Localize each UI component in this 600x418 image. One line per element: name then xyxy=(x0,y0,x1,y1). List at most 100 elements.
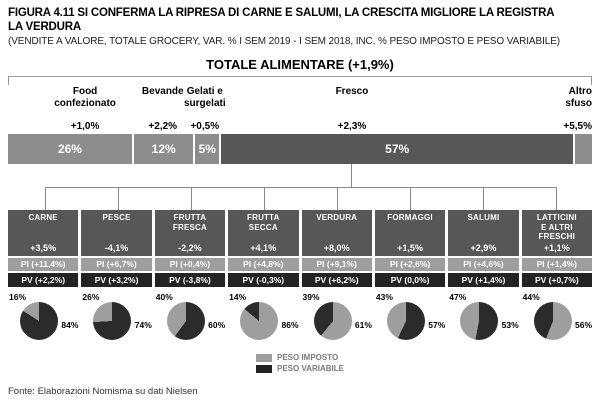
legend-peso-imposto-label: PESO IMPOSTO xyxy=(277,353,339,363)
connector-drop-salumi xyxy=(482,187,484,211)
pie-cell-formaggi: 43% 57% xyxy=(375,292,445,350)
pie-grid: 16% 84% 26% 74% 40% 60% 14% 86% 39% 61% … xyxy=(8,292,592,350)
bar-segment-bevande: 12% xyxy=(133,134,194,165)
connector-drop-verdura xyxy=(336,187,338,211)
pie-minor-share-label: 44% xyxy=(522,292,540,303)
connector-drop-frutta-fresca xyxy=(190,187,192,211)
legend-row-peso-variabile: PESO VARIABILE xyxy=(256,364,344,373)
category-name: VERDURA xyxy=(316,213,358,223)
legend-peso-variabile-label: PESO VARIABILE xyxy=(277,364,344,374)
pie-minor-share-label: 14% xyxy=(229,292,247,303)
pie-cell-frutta-secca: 14% 86% xyxy=(228,292,299,350)
peso-variabile-row: PV (+1,4%) xyxy=(448,273,519,288)
pie-minor-share-label: 16% xyxy=(9,292,27,303)
peso-variabile-row: PV (-0,3%) xyxy=(228,273,299,288)
category-header: PESCE -4,1% xyxy=(81,210,152,257)
category-box-frutta-secca: FRUTTA SECCA +4,1% PI (+4,8%) PV (-0,3%) xyxy=(228,210,299,288)
category-grid: CARNE +3,5% PI (+11,4%) PV (+2,2%) PESCE… xyxy=(8,210,592,288)
macro-variation: +1,0% xyxy=(70,121,100,133)
category-variation: -2,2% xyxy=(178,243,202,254)
pie-chart xyxy=(240,302,279,341)
category-variation: +2,9% xyxy=(470,243,497,254)
category-variation: +1,1% xyxy=(543,243,570,254)
stacked-share-bar: 26% 12% 5% 57% xyxy=(8,134,592,165)
connector-drop-latticini-e-altri-freschi xyxy=(555,187,557,211)
peso-imposto-row: PI (+0,4%) xyxy=(154,258,226,272)
category-header: LATTICINI E ALTRI FRESCHI +1,1% xyxy=(521,210,592,257)
category-header: VERDURA +8,0% xyxy=(301,210,372,257)
pie-cell-frutta-fresca: 40% 60% xyxy=(155,292,225,350)
category-variation: +4,1% xyxy=(250,243,277,254)
category-box-latticini-e-altri-freschi: LATTICINI E ALTRI FRESCHI +1,1% PI (+1,4… xyxy=(521,210,592,288)
connector-drop-pesce xyxy=(117,187,119,211)
macro-variation: +5,5% xyxy=(563,121,592,133)
pie-cell-verdura: 39% 61% xyxy=(302,292,372,350)
pie-minor-share-label: 40% xyxy=(155,292,173,303)
macro-variation: +2,3% xyxy=(337,121,367,133)
pie-chart xyxy=(386,302,425,341)
macro-name: Gelati e surgelati xyxy=(183,86,226,109)
peso-variabile-row: PV (+3,2%) xyxy=(81,273,152,288)
category-box-verdura: VERDURA +8,0% PI (+9,1%) PV (+6,2%) xyxy=(301,210,372,288)
category-header: FRUTTA FRESCA -2,2% xyxy=(154,210,226,257)
macro-name: Altro sfuso xyxy=(565,86,592,109)
category-name: SALUMI xyxy=(467,213,500,223)
category-header: CARNE +3,5% xyxy=(8,210,79,257)
peso-imposto-row: PI (+4,6%) xyxy=(448,258,519,272)
legend-row-peso-imposto: PESO IMPOSTO xyxy=(256,353,344,362)
pie-cell-latticini-e-altri-freschi: 44% 56% xyxy=(522,292,592,350)
category-variation: +1,5% xyxy=(397,243,423,254)
macro-variation: +2,2% xyxy=(148,121,178,133)
bar-segment-food-confezionato: 26% xyxy=(8,134,132,165)
totale-alimentare-heading: TOTALE ALIMENTARE (+1,9%) xyxy=(206,57,394,73)
connector-drop-formaggi xyxy=(409,187,411,211)
connector-tree xyxy=(8,164,592,211)
pie-chart xyxy=(93,302,132,341)
connector-horizontal-line xyxy=(44,187,556,189)
pie-major-share-label: 56% xyxy=(574,320,592,331)
macro-label-gelati-e-surgelati: Gelati e surgelati +0,5% xyxy=(167,86,243,132)
category-name: FORMAGGI xyxy=(387,213,433,223)
category-variation: -4,1% xyxy=(104,243,129,254)
category-header: FRUTTA SECCA +4,1% xyxy=(228,210,299,257)
category-box-salumi: SALUMI +2,9% PI (+4,6%) PV (+1,4%) xyxy=(448,210,519,288)
peso-imposto-row: PI (+6,7%) xyxy=(81,258,152,272)
bar-segment-gelati-e-surgelati: 5% xyxy=(195,134,220,165)
peso-variabile-row: PV (+2,2%) xyxy=(8,273,79,288)
pie-major-share-label: 61% xyxy=(354,320,372,331)
category-box-frutta-fresca: FRUTTA FRESCA -2,2% PI (+0,4%) PV (-3,8%… xyxy=(154,210,226,288)
source-note: Fonte: Elaborazioni Nomisma su dati Niel… xyxy=(8,386,198,398)
peso-variabile-row: PV (+6,2%) xyxy=(301,273,372,288)
bar-segment-fresco: 57% xyxy=(221,134,574,165)
pie-cell-salumi: 47% 53% xyxy=(448,292,519,350)
pie-minor-share-label: 43% xyxy=(375,292,393,303)
category-name: LATTICINI E ALTRI FRESCHI xyxy=(536,213,577,242)
macro-label-bevande: Bevande +2,2% xyxy=(125,86,201,132)
peso-imposto-row: PI (+9,1%) xyxy=(301,258,372,272)
category-name: FRUTTA SECCA xyxy=(247,213,280,232)
peso-imposto-row: PI (+2,6%) xyxy=(374,258,446,272)
category-header: FORMAGGI +1,5% xyxy=(374,210,446,257)
peso-imposto-row: PI (+1,4%) xyxy=(521,258,592,272)
figure-subtitle: (VENDITE A VALORE, TOTALE GROCERY, VAR. … xyxy=(8,36,561,48)
pie-minor-share-label: 47% xyxy=(449,292,467,303)
pie-major-share-label: 53% xyxy=(501,320,519,331)
pie-chart xyxy=(533,302,572,341)
category-name: FRUTTA FRESCA xyxy=(172,213,207,232)
peso-imposto-swatch xyxy=(256,353,272,362)
category-name: CARNE xyxy=(28,213,58,223)
pie-major-share-label: 60% xyxy=(208,320,226,331)
pie-major-share-label: 74% xyxy=(134,320,152,331)
peso-variabile-row: PV (0,0%) xyxy=(374,273,446,288)
pie-chart xyxy=(20,302,58,341)
connector-drop-carne xyxy=(44,187,46,211)
macro-label-food-confezionato: Food confezionato +1,0% xyxy=(41,86,129,132)
category-variation: +8,0% xyxy=(323,243,350,254)
pie-chart xyxy=(460,302,499,341)
category-box-carne: CARNE +3,5% PI (+11,4%) PV (+2,2%) xyxy=(8,210,79,288)
bar-segment-altro-sfuso xyxy=(575,134,592,165)
pie-cell-pesce: 26% 74% xyxy=(81,292,152,350)
pie-major-share-label: 84% xyxy=(61,320,79,331)
pie-major-share-label: 86% xyxy=(281,320,299,331)
